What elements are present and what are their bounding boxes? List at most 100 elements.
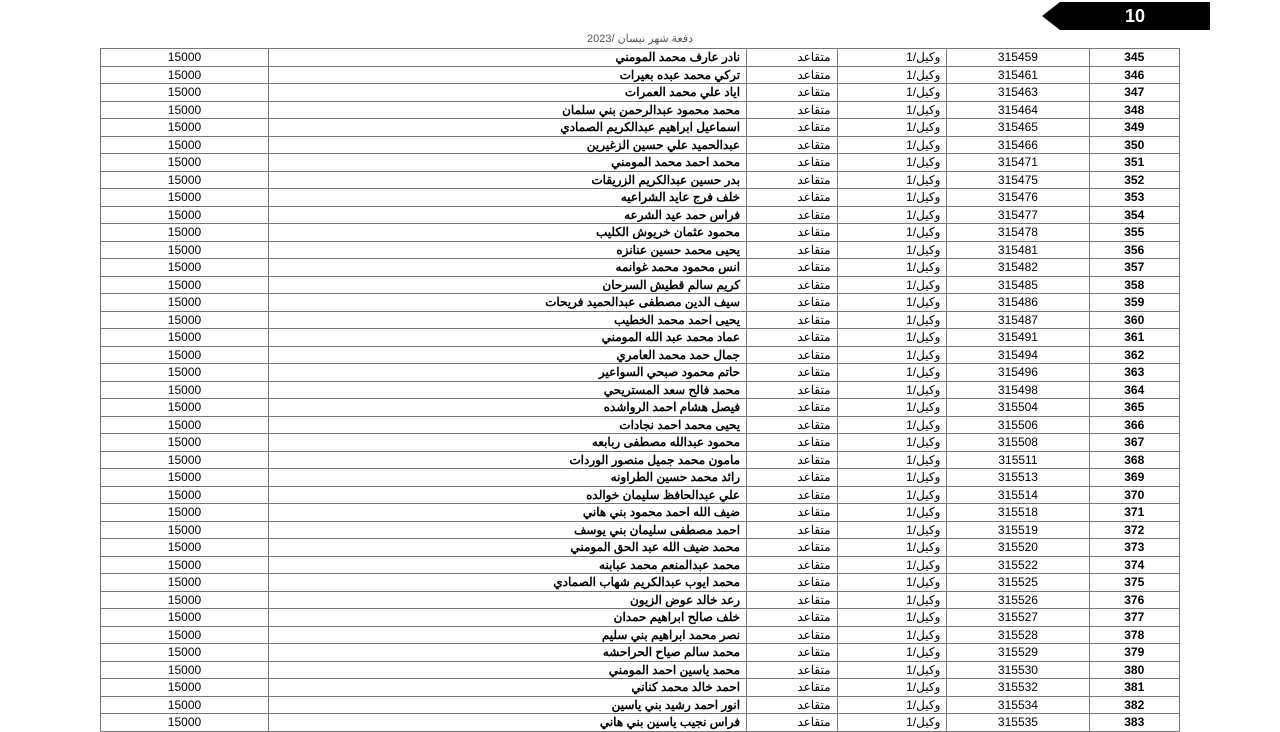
table-row: 15000ضيف الله احمد محمود بني هانيمتقاعدو… xyxy=(101,504,1180,522)
page-number: 10 xyxy=(1125,6,1145,27)
cell-id: 315526 xyxy=(947,591,1089,609)
cell-rank: وكيل/1 xyxy=(837,469,947,487)
cell-status: متقاعد xyxy=(747,434,837,452)
cell-status: متقاعد xyxy=(747,49,837,67)
cell-name: محمد محمود عبدالرحمن بني سلمان xyxy=(268,101,746,119)
cell-seq: 369 xyxy=(1089,469,1179,487)
cell-amount: 15000 xyxy=(101,346,269,364)
table-row: 15000محمد عبدالمنعم محمد عبابنهمتقاعدوكي… xyxy=(101,556,1180,574)
cell-amount: 15000 xyxy=(101,644,269,662)
cell-status: متقاعد xyxy=(747,276,837,294)
cell-id: 315461 xyxy=(947,66,1089,84)
cell-id: 315494 xyxy=(947,346,1089,364)
cell-status: متقاعد xyxy=(747,381,837,399)
cell-amount: 15000 xyxy=(101,259,269,277)
cell-status: متقاعد xyxy=(747,714,837,732)
cell-rank: وكيل/1 xyxy=(837,276,947,294)
cell-rank: وكيل/1 xyxy=(837,521,947,539)
cell-seq: 372 xyxy=(1089,521,1179,539)
table-row: 15000محمود عبدالله مصطفى ربابعهمتقاعدوكي… xyxy=(101,434,1180,452)
cell-name: انس محمود محمد غوانمه xyxy=(268,259,746,277)
cell-rank: وكيل/1 xyxy=(837,451,947,469)
cell-amount: 15000 xyxy=(101,136,269,154)
cell-amount: 15000 xyxy=(101,591,269,609)
cell-amount: 15000 xyxy=(101,714,269,732)
cell-rank: وكيل/1 xyxy=(837,539,947,557)
cell-amount: 15000 xyxy=(101,329,269,347)
cell-amount: 15000 xyxy=(101,504,269,522)
cell-amount: 15000 xyxy=(101,486,269,504)
cell-rank: وكيل/1 xyxy=(837,714,947,732)
cell-amount: 15000 xyxy=(101,381,269,399)
table-row: 15000محمد محمود عبدالرحمن بني سلمانمتقاع… xyxy=(101,101,1180,119)
table-row: 15000علي عبدالحافظ سليمان خوالدهمتقاعدوك… xyxy=(101,486,1180,504)
cell-name: محمود عبدالله مصطفى ربابعه xyxy=(268,434,746,452)
table-row: 15000محمد فالح سعد المستريحيمتقاعدوكيل/1… xyxy=(101,381,1180,399)
cell-seq: 348 xyxy=(1089,101,1179,119)
cell-seq: 383 xyxy=(1089,714,1179,732)
cell-id: 315482 xyxy=(947,259,1089,277)
cell-rank: وكيل/1 xyxy=(837,206,947,224)
cell-name: خلف فرج عايد الشراعيه xyxy=(268,189,746,207)
cell-seq: 364 xyxy=(1089,381,1179,399)
cell-amount: 15000 xyxy=(101,661,269,679)
cell-status: متقاعد xyxy=(747,346,837,364)
cell-id: 315487 xyxy=(947,311,1089,329)
cell-status: متقاعد xyxy=(747,556,837,574)
cell-id: 315535 xyxy=(947,714,1089,732)
cell-seq: 355 xyxy=(1089,224,1179,242)
cell-amount: 15000 xyxy=(101,119,269,137)
cell-name: رائد محمد حسين الطراونه xyxy=(268,469,746,487)
cell-seq: 350 xyxy=(1089,136,1179,154)
cell-seq: 370 xyxy=(1089,486,1179,504)
cell-name: علي عبدالحافظ سليمان خوالده xyxy=(268,486,746,504)
cell-seq: 374 xyxy=(1089,556,1179,574)
cell-status: متقاعد xyxy=(747,661,837,679)
cell-status: متقاعد xyxy=(747,259,837,277)
cell-seq: 362 xyxy=(1089,346,1179,364)
cell-id: 315508 xyxy=(947,434,1089,452)
table-row: 15000رعد خالد عوض الزيونمتقاعدوكيل/13155… xyxy=(101,591,1180,609)
cell-rank: وكيل/1 xyxy=(837,626,947,644)
cell-id: 315485 xyxy=(947,276,1089,294)
cell-rank: وكيل/1 xyxy=(837,381,947,399)
cell-seq: 381 xyxy=(1089,679,1179,697)
cell-status: متقاعد xyxy=(747,189,837,207)
cell-id: 315481 xyxy=(947,241,1089,259)
cell-amount: 15000 xyxy=(101,311,269,329)
cell-id: 315534 xyxy=(947,696,1089,714)
cell-rank: وكيل/1 xyxy=(837,591,947,609)
cell-name: نادر عارف محمد المومني xyxy=(268,49,746,67)
cell-id: 315463 xyxy=(947,84,1089,102)
cell-status: متقاعد xyxy=(747,521,837,539)
cell-id: 315520 xyxy=(947,539,1089,557)
cell-name: محمد عبدالمنعم محمد عبابنه xyxy=(268,556,746,574)
table-row: 15000خلف فرج عايد الشراعيهمتقاعدوكيل/131… xyxy=(101,189,1180,207)
cell-name: احمد خالد محمد كناني xyxy=(268,679,746,697)
cell-seq: 361 xyxy=(1089,329,1179,347)
cell-amount: 15000 xyxy=(101,416,269,434)
table-row: 15000نصر محمد ابراهيم بني سليممتقاعدوكيل… xyxy=(101,626,1180,644)
cell-id: 315511 xyxy=(947,451,1089,469)
cell-status: متقاعد xyxy=(747,101,837,119)
cell-seq: 378 xyxy=(1089,626,1179,644)
cell-rank: وكيل/1 xyxy=(837,84,947,102)
cell-status: متقاعد xyxy=(747,591,837,609)
cell-seq: 366 xyxy=(1089,416,1179,434)
cell-name: محمود عثمان خريوش الكليب xyxy=(268,224,746,242)
cell-status: متقاعد xyxy=(747,224,837,242)
cell-rank: وكيل/1 xyxy=(837,311,947,329)
cell-amount: 15000 xyxy=(101,241,269,259)
cell-seq: 358 xyxy=(1089,276,1179,294)
cell-name: عبدالحميد علي حسين الزغيرين xyxy=(268,136,746,154)
cell-seq: 380 xyxy=(1089,661,1179,679)
cell-amount: 15000 xyxy=(101,294,269,312)
cell-status: متقاعد xyxy=(747,364,837,382)
cell-name: احمد مصطفى سليمان بني يوسف xyxy=(268,521,746,539)
cell-seq: 376 xyxy=(1089,591,1179,609)
cell-status: متقاعد xyxy=(747,136,837,154)
cell-status: متقاعد xyxy=(747,486,837,504)
cell-status: متقاعد xyxy=(747,469,837,487)
cell-status: متقاعد xyxy=(747,539,837,557)
cell-seq: 345 xyxy=(1089,49,1179,67)
